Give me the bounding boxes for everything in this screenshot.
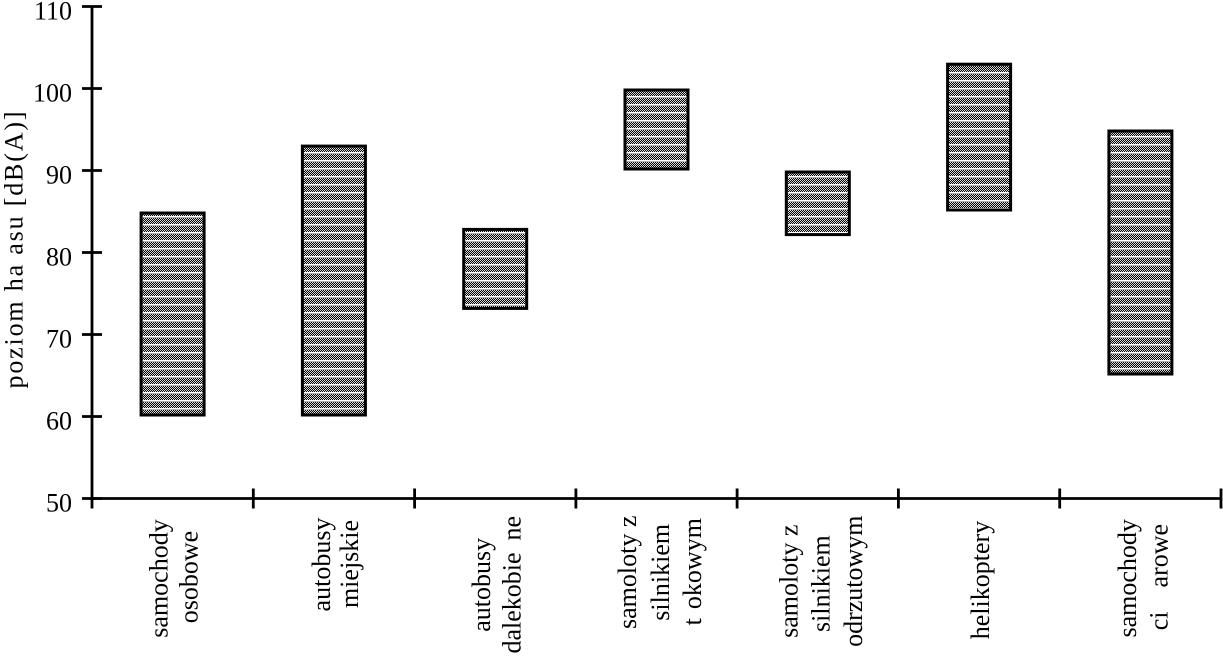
svg-text:60: 60 bbox=[46, 407, 72, 436]
svg-text:samoloty z: samoloty z bbox=[774, 525, 803, 638]
svg-text:samochody: samochody bbox=[145, 519, 174, 637]
svg-text:osobowe: osobowe bbox=[175, 531, 204, 623]
svg-text:90: 90 bbox=[46, 161, 72, 190]
svg-text:tokowym: tokowym bbox=[678, 518, 707, 625]
svg-text:silnikiem: silnikiem bbox=[646, 524, 675, 621]
svg-text:50: 50 bbox=[46, 489, 72, 518]
svg-text:miejskie: miejskie bbox=[335, 520, 364, 608]
svg-text:110: 110 bbox=[34, 0, 72, 26]
svg-text:samoloty z: samoloty z bbox=[613, 516, 642, 629]
svg-text:autobusy: autobusy bbox=[307, 518, 336, 612]
svg-text:80: 80 bbox=[46, 243, 72, 272]
svg-text:dalekobiene: dalekobiene bbox=[497, 516, 526, 654]
svg-text:helikoptery: helikoptery bbox=[966, 521, 995, 639]
svg-text:silnikiem: silnikiem bbox=[807, 535, 836, 632]
svg-text:100: 100 bbox=[33, 79, 72, 108]
svg-text:odrzutowym: odrzutowym bbox=[839, 515, 868, 646]
svg-text:autobusy: autobusy bbox=[467, 538, 496, 632]
svg-text:samochody: samochody bbox=[1113, 519, 1142, 637]
svg-text:poziom ha asu [dB(A)]: poziom ha asu [dB(A)] bbox=[0, 112, 29, 389]
svg-text:70: 70 bbox=[46, 325, 72, 354]
svg-text:ciarowe: ciarowe bbox=[1145, 524, 1174, 630]
